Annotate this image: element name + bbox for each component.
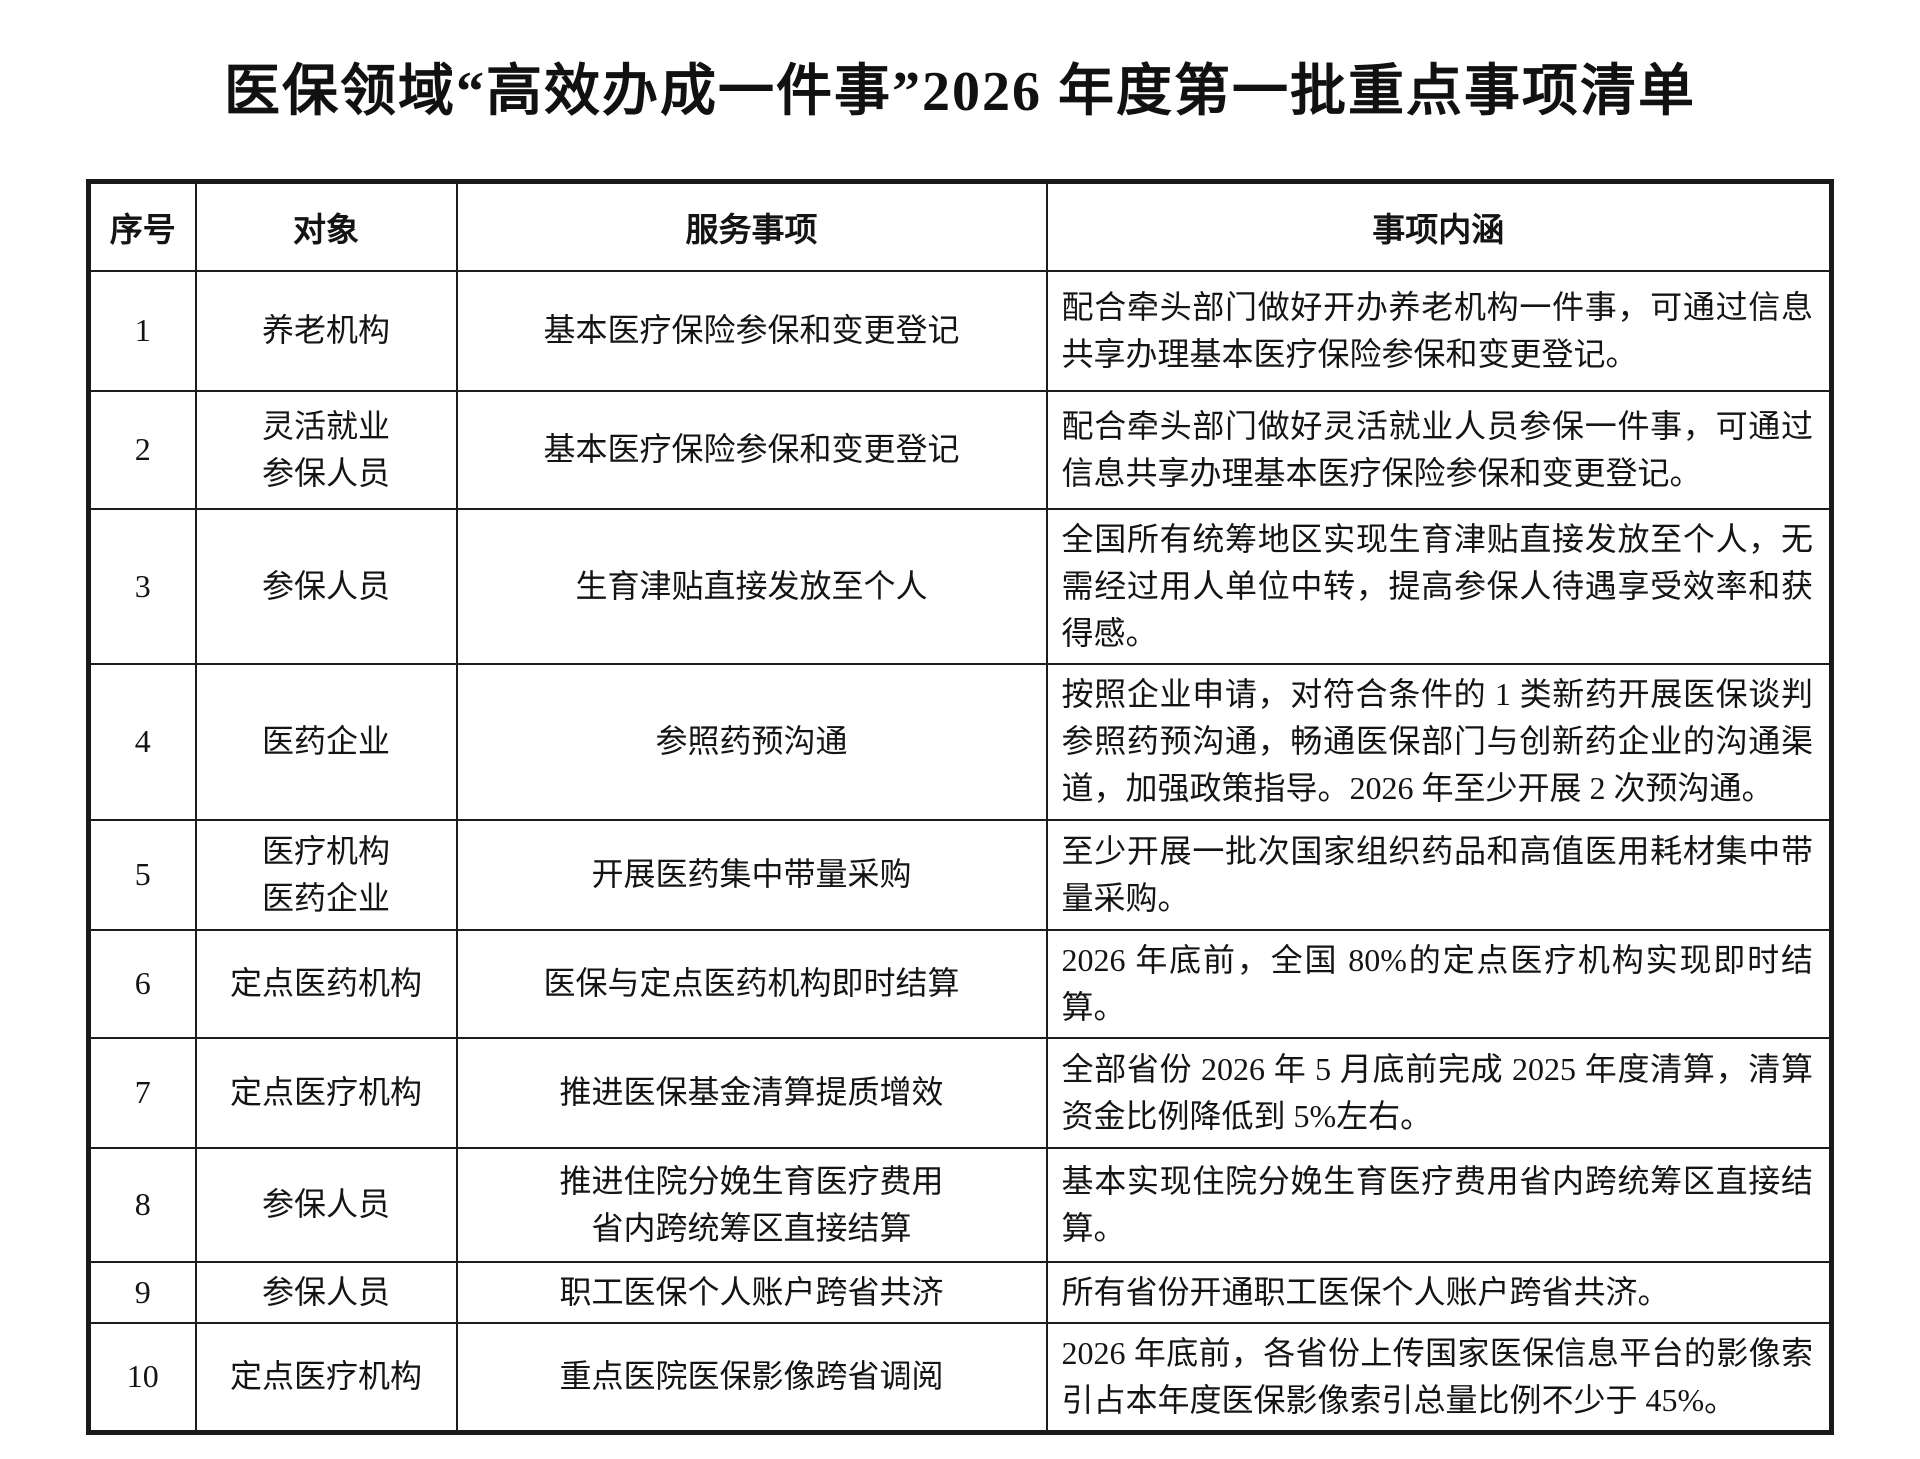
cell-content: 按照企业申请，对符合条件的 1 类新药开展医保谈判参照药预沟通，畅通医保部门与创… [1045, 662, 1833, 821]
cell-target: 医药企业 [194, 662, 458, 821]
cell-service: 职工医保个人账户跨省共济 [455, 1260, 1048, 1324]
cell-content: 全国所有统筹地区实现生育津贴直接发放至个人，无需经过用人单位中转，提高参保人待遇… [1045, 507, 1833, 665]
key-items-table: 序号 对象 服务事项 事项内涵 1 养老机构 基本医疗保险参保和变更登记 配合牵… [86, 179, 1834, 1435]
cell-service: 开展医药集中带量采购 [455, 818, 1048, 931]
cell-target: 参保人员 [194, 1146, 458, 1263]
cell-target: 医疗机构 医药企业 [194, 818, 458, 931]
cell-content: 2026 年底前，全国 80%的定点医疗机构实现即时结算。 [1045, 928, 1833, 1039]
column-header-target: 对象 [194, 180, 458, 272]
cell-no: 2 [87, 389, 197, 510]
cell-content: 所有省份开通职工医保个人账户跨省共济。 [1045, 1260, 1833, 1324]
cell-service: 医保与定点医药机构即时结算 [455, 928, 1048, 1039]
table-row: 9 参保人员 职工医保个人账户跨省共济 所有省份开通职工医保个人账户跨省共济。 [87, 1260, 1833, 1324]
cell-no: 10 [87, 1321, 197, 1433]
cell-content: 至少开展一批次国家组织药品和高值医用耗材集中带量采购。 [1045, 818, 1833, 931]
cell-content: 基本实现住院分娩生育医疗费用省内跨统筹区直接结算。 [1045, 1146, 1833, 1263]
cell-no: 7 [87, 1036, 197, 1149]
cell-service: 推进住院分娩生育医疗费用 省内跨统筹区直接结算 [455, 1146, 1048, 1263]
cell-target: 定点医疗机构 [194, 1321, 458, 1433]
table-row: 2 灵活就业 参保人员 基本医疗保险参保和变更登记 配合牵头部门做好灵活就业人员… [87, 389, 1833, 510]
cell-content: 2026 年底前，各省份上传国家医保信息平台的影像索引占本年度医保影像索引总量比… [1045, 1321, 1833, 1433]
cell-no: 3 [87, 507, 197, 665]
cell-target: 参保人员 [194, 507, 458, 665]
cell-no: 5 [87, 818, 197, 931]
table-row: 1 养老机构 基本医疗保险参保和变更登记 配合牵头部门做好开办养老机构一件事，可… [87, 269, 1833, 392]
column-header-no: 序号 [87, 180, 197, 272]
cell-service: 重点医院医保影像跨省调阅 [455, 1321, 1048, 1433]
column-header-service: 服务事项 [455, 180, 1048, 272]
cell-service: 基本医疗保险参保和变更登记 [455, 389, 1048, 510]
cell-service: 参照药预沟通 [455, 662, 1048, 821]
page-title: 医保领域“高效办成一件事”2026 年度第一批重点事项清单 [224, 61, 1696, 123]
cell-target: 灵活就业 参保人员 [194, 389, 458, 510]
cell-content: 配合牵头部门做好灵活就业人员参保一件事，可通过信息共享办理基本医疗保险参保和变更… [1045, 389, 1833, 510]
cell-content: 全部省份 2026 年 5 月底前完成 2025 年度清算，清算资金比例降低到 … [1045, 1036, 1833, 1149]
cell-no: 4 [87, 662, 197, 821]
table-row: 7 定点医疗机构 推进医保基金清算提质增效 全部省份 2026 年 5 月底前完… [87, 1036, 1833, 1149]
cell-target: 定点医药机构 [194, 928, 458, 1039]
cell-service: 推进医保基金清算提质增效 [455, 1036, 1048, 1149]
cell-service: 生育津贴直接发放至个人 [455, 507, 1048, 665]
cell-target: 参保人员 [194, 1260, 458, 1324]
cell-no: 8 [87, 1146, 197, 1263]
column-header-content: 事项内涵 [1045, 180, 1833, 272]
cell-no: 9 [87, 1260, 197, 1324]
cell-content: 配合牵头部门做好开办养老机构一件事，可通过信息共享办理基本医疗保险参保和变更登记… [1045, 269, 1833, 392]
cell-target: 养老机构 [194, 269, 458, 392]
cell-no: 1 [87, 269, 197, 392]
table-row: 8 参保人员 推进住院分娩生育医疗费用 省内跨统筹区直接结算 基本实现住院分娩生… [87, 1146, 1833, 1263]
table-row: 10 定点医疗机构 重点医院医保影像跨省调阅 2026 年底前，各省份上传国家医… [87, 1321, 1833, 1433]
table-row: 6 定点医药机构 医保与定点医药机构即时结算 2026 年底前，全国 80%的定… [87, 928, 1833, 1039]
cell-target: 定点医疗机构 [194, 1036, 458, 1149]
table-row: 3 参保人员 生育津贴直接发放至个人 全国所有统筹地区实现生育津贴直接发放至个人… [87, 507, 1833, 665]
table-row: 4 医药企业 参照药预沟通 按照企业申请，对符合条件的 1 类新药开展医保谈判参… [87, 662, 1833, 821]
cell-no: 6 [87, 928, 197, 1039]
table-row: 5 医疗机构 医药企业 开展医药集中带量采购 至少开展一批次国家组织药品和高值医… [87, 818, 1833, 931]
cell-service: 基本医疗保险参保和变更登记 [455, 269, 1048, 392]
table-header-row: 序号 对象 服务事项 事项内涵 [87, 180, 1833, 272]
